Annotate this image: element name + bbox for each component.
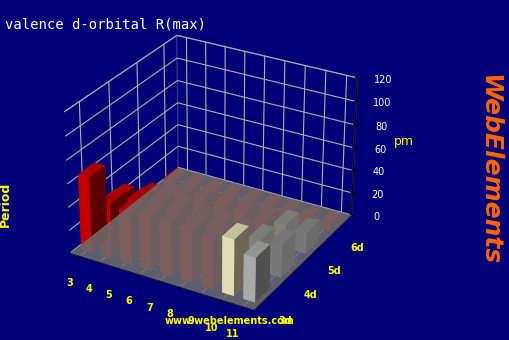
Text: WebElements: WebElements xyxy=(476,74,501,266)
Text: www.webelements.com: www.webelements.com xyxy=(164,317,294,326)
Text: valence d-orbital R(max): valence d-orbital R(max) xyxy=(5,17,206,31)
Text: Period: Period xyxy=(0,181,12,227)
